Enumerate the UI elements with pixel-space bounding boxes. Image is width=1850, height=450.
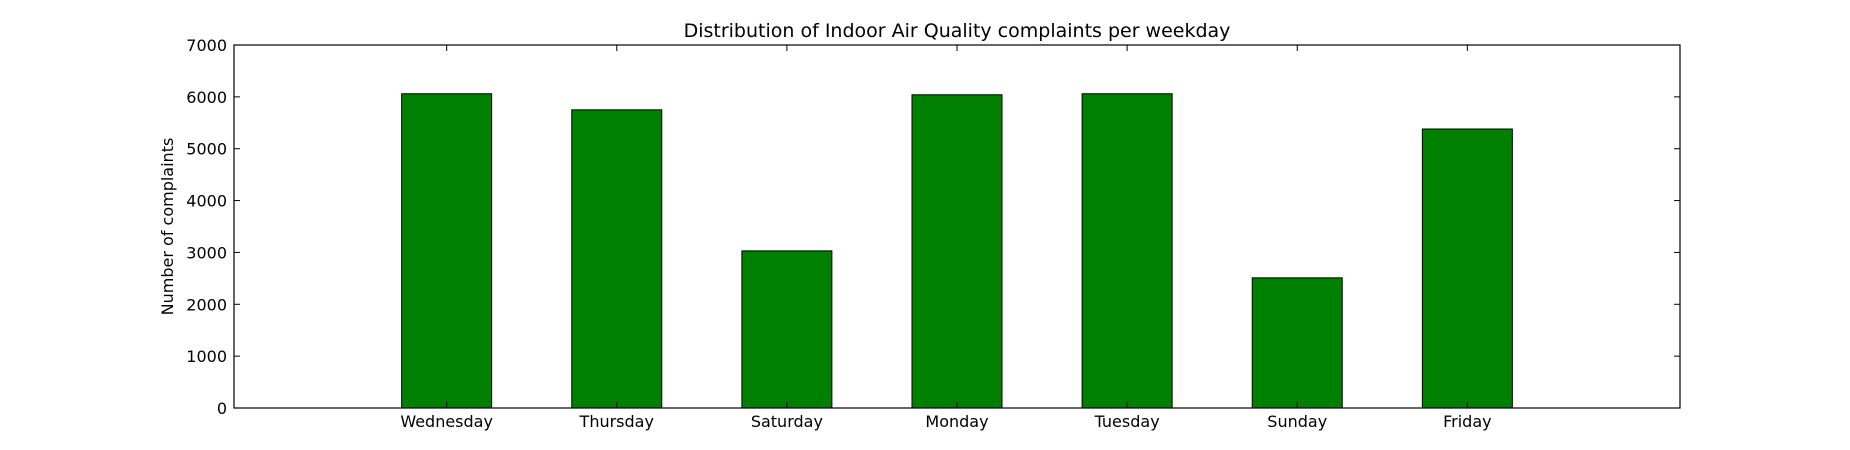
bar-thursday — [571, 109, 663, 409]
y-tick-label-0: 0 — [217, 399, 227, 418]
x-tick-label-wednesday: Wednesday — [400, 412, 493, 431]
ticks-group: 0 1000 2000 3000 4000 5000 6000 7000 Wednesday Th… — [186, 36, 1680, 431]
x-tick-label-tuesday: Tuesday — [1094, 412, 1160, 431]
y-tick-label-2000: 2000 — [186, 295, 227, 314]
y-tick-label-3000: 3000 — [186, 243, 227, 262]
bar-tuesday — [1081, 93, 1173, 409]
x-tick-label-sunday: Sunday — [1267, 412, 1327, 431]
x-tick-label-friday: Friday — [1443, 412, 1492, 431]
x-tick-label-thursday: Thursday — [579, 412, 654, 431]
bar-saturday — [741, 250, 833, 409]
chart-title: Distribution of Indoor Air Quality compl… — [684, 20, 1231, 42]
y-tick-label-7000: 7000 — [186, 36, 227, 55]
y-tick-label-5000: 5000 — [186, 140, 227, 159]
bar-sunday — [1251, 277, 1343, 409]
y-tick-label-6000: 6000 — [186, 88, 227, 107]
y-tick-label-1000: 1000 — [186, 347, 227, 366]
y-axis-label: Number of complaints — [158, 138, 177, 316]
bars-group — [401, 93, 1513, 409]
plot-frame — [233, 44, 1681, 409]
y-tick-label-4000: 4000 — [186, 192, 227, 211]
x-tick-label-monday: Monday — [925, 412, 988, 431]
bar-monday — [911, 94, 1003, 409]
bar-wednesday — [401, 93, 493, 409]
bar-friday — [1421, 128, 1513, 409]
x-tick-label-saturday: Saturday — [751, 412, 823, 431]
